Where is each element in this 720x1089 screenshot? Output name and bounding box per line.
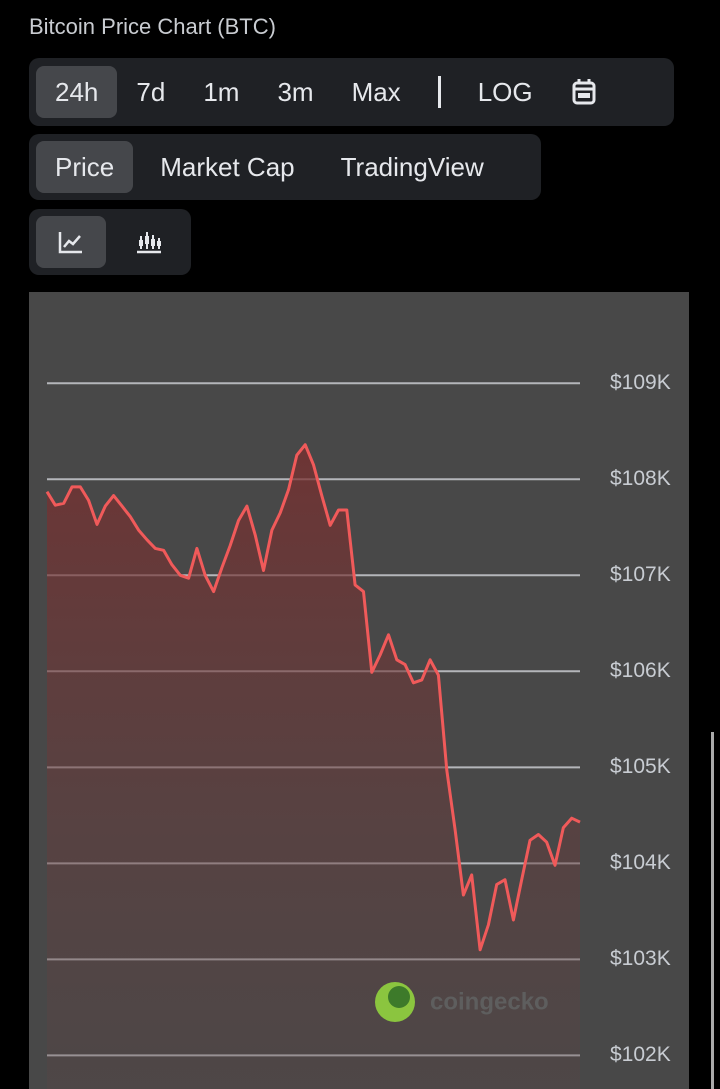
separator (437, 76, 441, 108)
range-tab[interactable]: 7d (136, 76, 166, 107)
range-tab[interactable]: 24h (36, 66, 118, 118)
y-tick-label: $109K (610, 371, 671, 394)
y-tick-label: $107K (610, 563, 671, 586)
candle-chart-button[interactable] (114, 216, 184, 268)
area (47, 444, 580, 1089)
y-tick-label: $103K (610, 947, 671, 970)
view-tab[interactable]: Market Cap (160, 151, 295, 182)
range-tab[interactable]: Max (351, 76, 401, 107)
page-title: Bitcoin Price Chart (BTC) (29, 14, 276, 39)
line-chart-button[interactable] (36, 216, 106, 268)
scrollbar (711, 732, 714, 1089)
log-toggle[interactable]: LOG (477, 76, 533, 107)
watermark: coingecko (430, 988, 549, 1015)
range-bar: 24h 7d 1m 3m Max LOG (29, 58, 674, 126)
logo-icon-inner (388, 986, 410, 1008)
y-tick-label: $108K (610, 467, 671, 490)
chart: coingecko $109K $108K $107K $106K $105K $104K… (29, 292, 714, 1089)
line-icon (58, 232, 82, 254)
calendar-button[interactable] (552, 66, 616, 118)
price-line (45, 443, 581, 952)
view-bar: Price Market Cap TradingView (29, 134, 541, 200)
candle-icon (137, 232, 161, 254)
y-tick-label: $102K (610, 1043, 671, 1066)
range-tab[interactable]: 3m (277, 76, 314, 107)
view-tab[interactable]: TradingView (340, 151, 484, 182)
y-tick-label: $106K (610, 659, 671, 682)
calendar-icon (572, 79, 596, 105)
chart-type-bar (29, 209, 191, 275)
range-tab[interactable]: 1m (203, 76, 240, 107)
y-tick-label: $105K (610, 755, 671, 778)
y-tick-label: $104K (610, 851, 671, 874)
view-tab[interactable]: Price (36, 141, 134, 193)
